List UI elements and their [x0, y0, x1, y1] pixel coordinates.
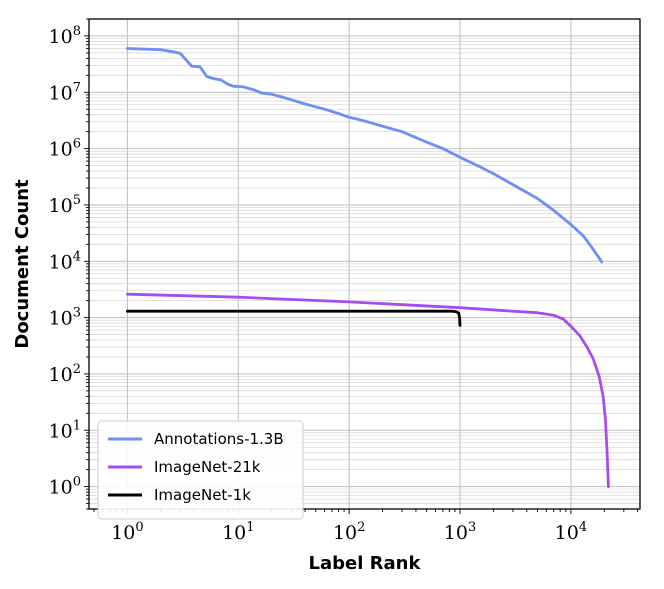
y-tick-label: 105 [49, 193, 81, 217]
legend-label: Annotations-1.3B [154, 430, 284, 448]
y-tick-label: 102 [49, 362, 81, 386]
series-line-imagenet-21k [126, 292, 610, 488]
legend-box [97, 420, 304, 520]
y-tick-label: 100 [49, 475, 81, 499]
x-axis-label: Label Rank [309, 553, 422, 574]
y-tick-label: 101 [49, 418, 81, 442]
x-tick-label: 102 [333, 520, 365, 544]
y-tick-label: 103 [49, 306, 81, 330]
x-tick-label: 103 [444, 520, 476, 544]
legend-label: ImageNet-1k [154, 486, 251, 504]
series-line-imagenet-1k [126, 309, 462, 327]
y-axis-label: Document Count [12, 179, 33, 349]
x-tick-label: 100 [111, 520, 143, 544]
legend-label: ImageNet-21k [154, 458, 261, 476]
x-tick-label: 104 [555, 520, 587, 544]
series-line-annotations-1-3b [126, 47, 604, 264]
y-tick-label: 108 [49, 24, 81, 48]
y-tick-label: 104 [49, 249, 81, 273]
y-tick-label: 107 [49, 80, 81, 104]
y-tick-label: 106 [49, 137, 81, 161]
series-lines [126, 47, 610, 488]
legend: Annotations-1.3B ImageNet-21k ImageNet-1k [97, 420, 304, 520]
x-tick-label: 101 [222, 520, 254, 544]
